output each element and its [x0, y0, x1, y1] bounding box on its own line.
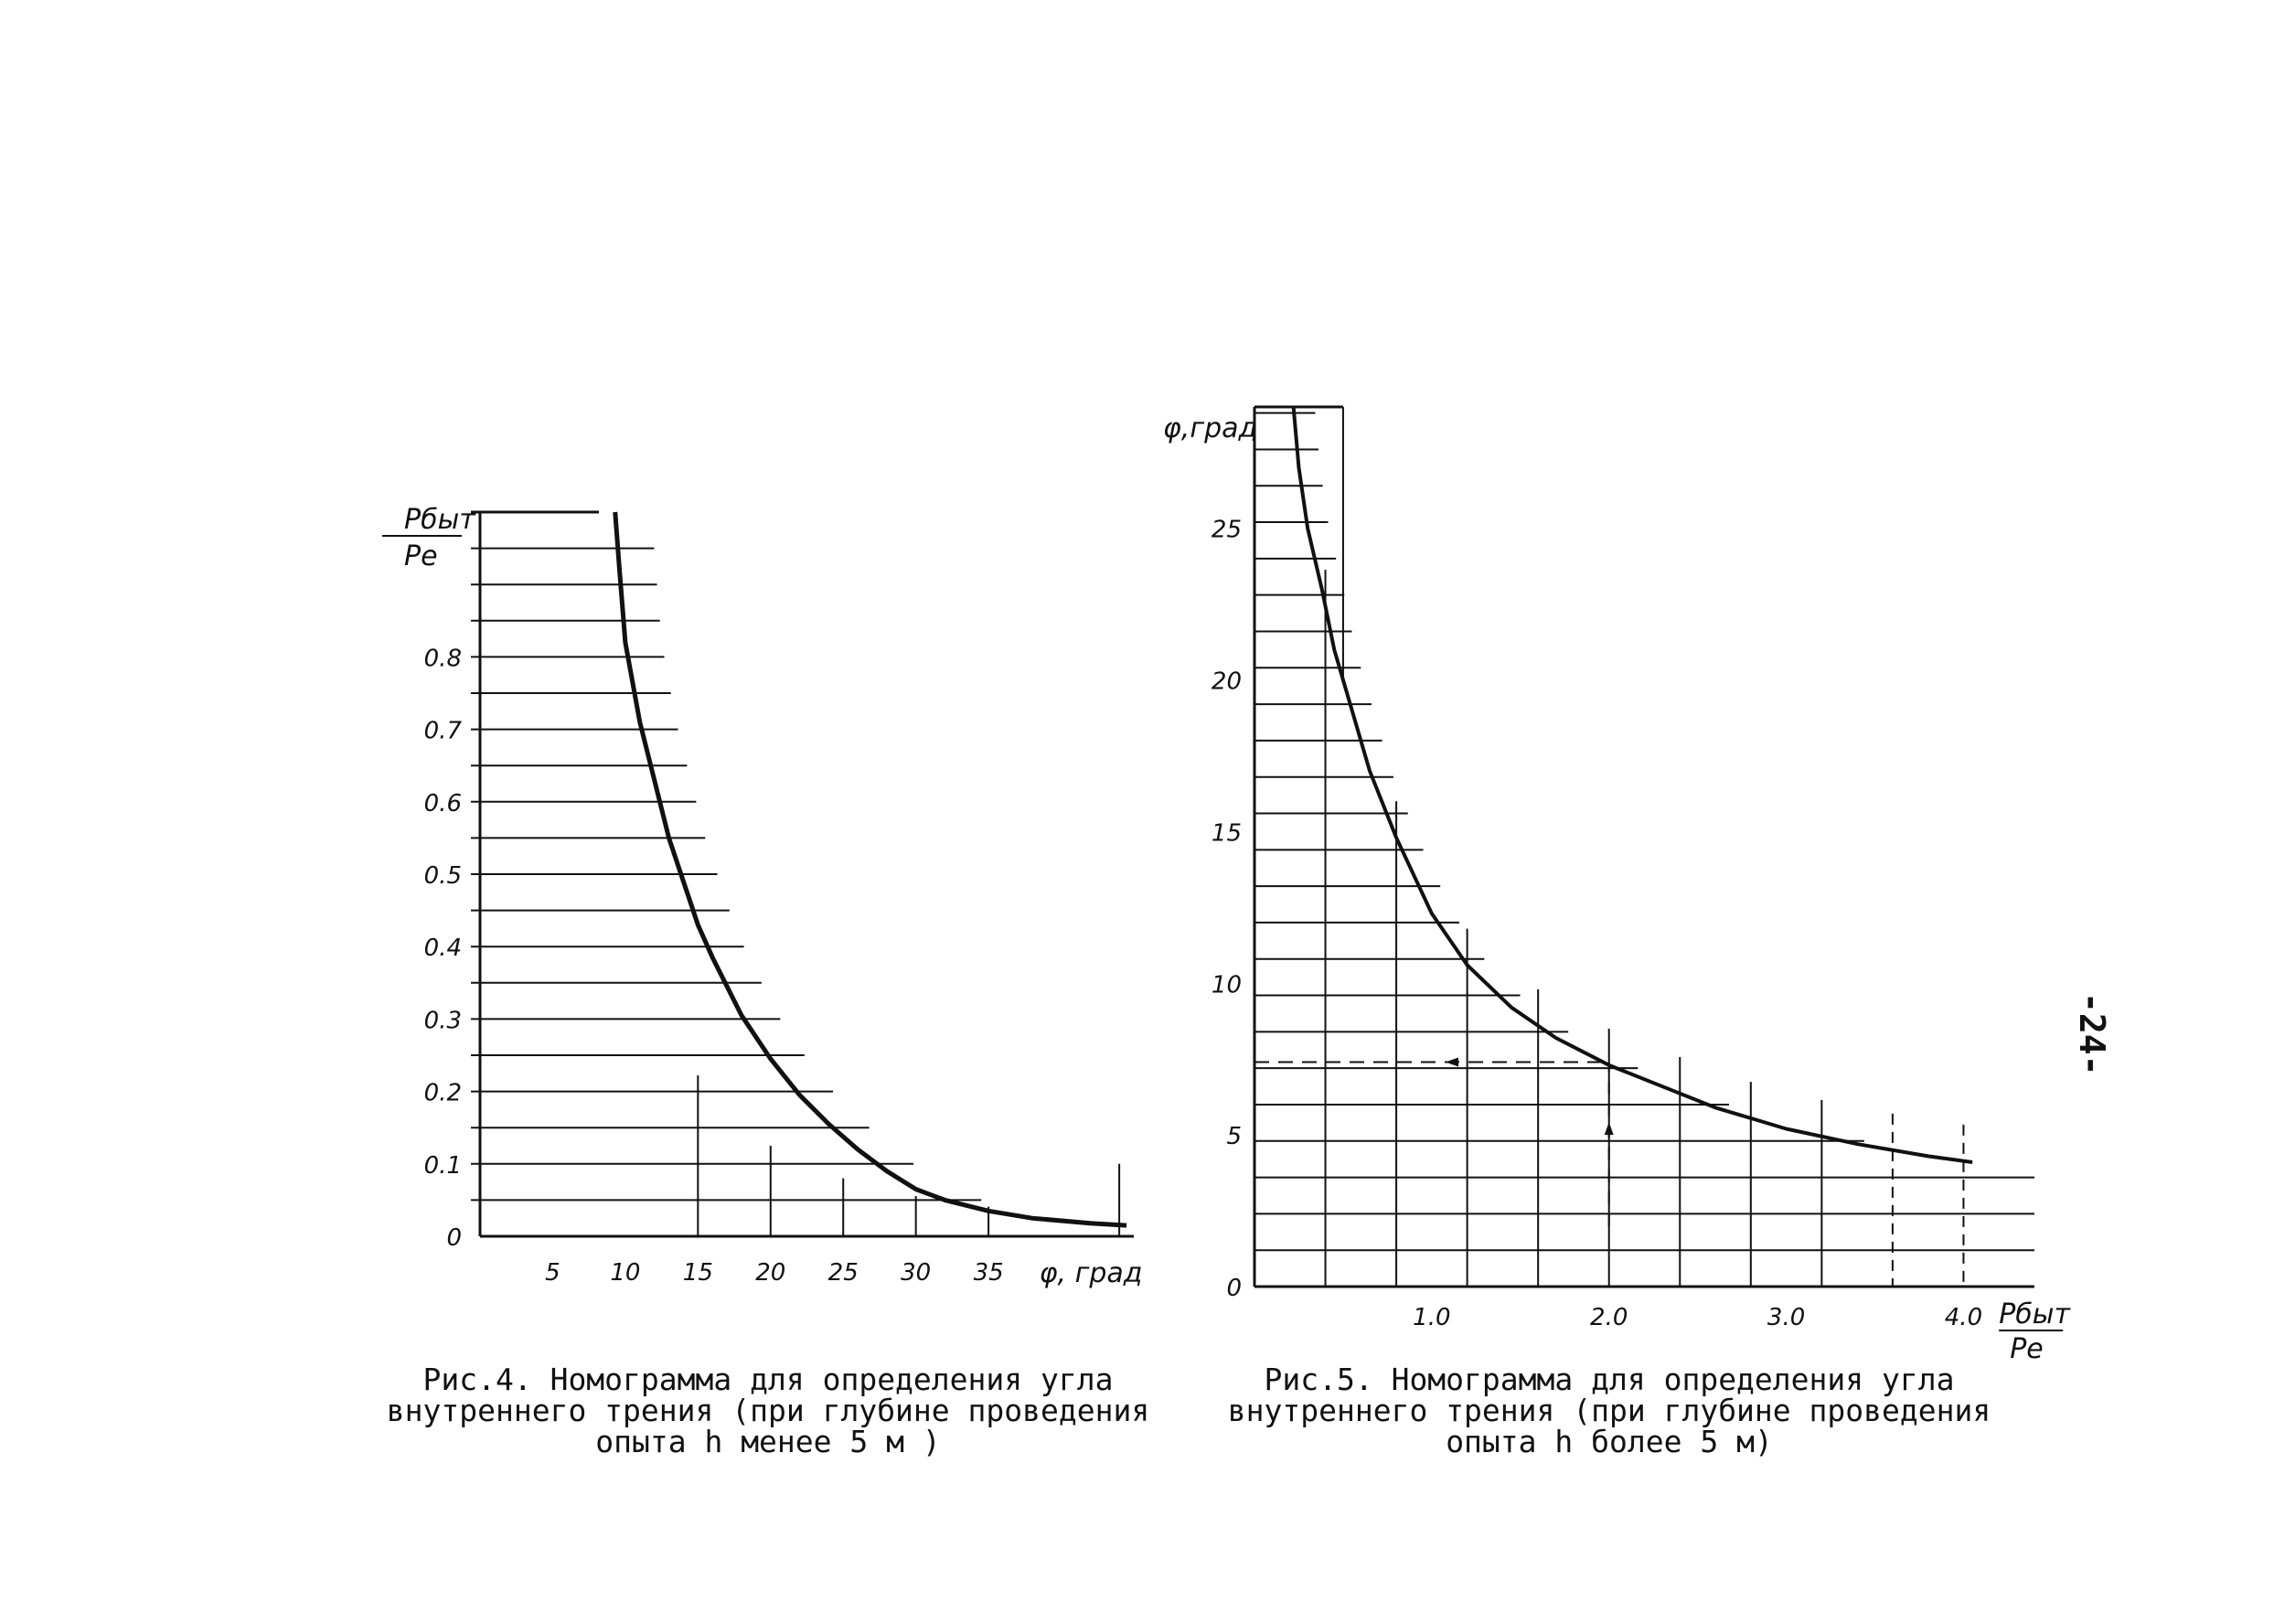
page-number: -24- [2072, 992, 2112, 1076]
example-arrow-left [1445, 1057, 1458, 1067]
nomogram-curve [613, 511, 1127, 1228]
y-axis-label-numerator: Pбыт [404, 504, 476, 536]
x-tick-label: 20 [755, 1259, 785, 1287]
example-arrow-up [1604, 1122, 1614, 1136]
y-tick-label: 0.4 [424, 935, 462, 962]
y-tick-label: 0.6 [424, 790, 462, 817]
caption-line: опыта h более 5 м) [1446, 1424, 1773, 1459]
y-tick-label: 0.7 [424, 718, 463, 745]
x-tick-label: 1.0 [1413, 1304, 1450, 1331]
x-tick-label: 15 [683, 1259, 713, 1287]
caption-line: опыта h менее 5 м ) [595, 1424, 941, 1459]
x-tick-label: 25 [828, 1259, 859, 1287]
y-axis-label-denominator: Pe [404, 540, 438, 572]
y-tick-label: 0.8 [424, 645, 462, 672]
y-tick-label: 0.3 [424, 1007, 462, 1034]
x-tick-label: 30 [901, 1259, 931, 1287]
x-tick-label: 2.0 [1590, 1304, 1628, 1331]
y-tick-label: 0.1 [424, 1152, 462, 1180]
figure-4-chart: 0 0.1 0.2 0.3 0.4 0.5 0.6 0.7 0.8 5 10 15 20 25 30 35 φ,… [382, 504, 1143, 1289]
y-tick-label: 0.5 [424, 862, 462, 890]
x-tick-label: 3.0 [1767, 1304, 1805, 1331]
x-tick-label: 4.0 [1945, 1304, 1982, 1331]
y-tick-label: 0.2 [424, 1080, 462, 1107]
y-tick-label: 0 [446, 1224, 462, 1252]
x-axis-label-numerator: Pбыт [1999, 1298, 2071, 1330]
y-tick-label: 25 [1212, 517, 1242, 544]
y-tick-label: 15 [1212, 819, 1242, 847]
nomogram-curve [1291, 406, 1973, 1164]
x-tick-label: 35 [974, 1259, 1004, 1287]
figure-4-caption: Рис.4. Номограмма для определения угла в… [366, 1364, 1170, 1458]
x-tick-label: 10 [610, 1259, 640, 1287]
caption-line: внутреннего трения (при глубине проведен… [1227, 1393, 1991, 1428]
y-tick-label: 10 [1212, 971, 1242, 999]
x-axis-label: φ, град [1040, 1257, 1143, 1289]
y-tick-label: 0 [1226, 1275, 1242, 1302]
x-axis-label-denominator: Pe [2010, 1333, 2044, 1365]
caption-line: Рис.4. Номограмма для определения угла [422, 1362, 1114, 1397]
x-tick-label: 5 [545, 1259, 560, 1287]
y-tick-label: 5 [1226, 1123, 1242, 1150]
caption-line: Рис.5. Номограмма для определения угла [1264, 1362, 1955, 1397]
figure-5-caption: Рис.5. Номограмма для определения угла в… [1207, 1364, 2012, 1458]
caption-line: внутреннего трения (при глубине проведен… [386, 1393, 1150, 1428]
y-axis-label: φ,град [1163, 412, 1257, 444]
y-tick-label: 20 [1212, 668, 1242, 696]
